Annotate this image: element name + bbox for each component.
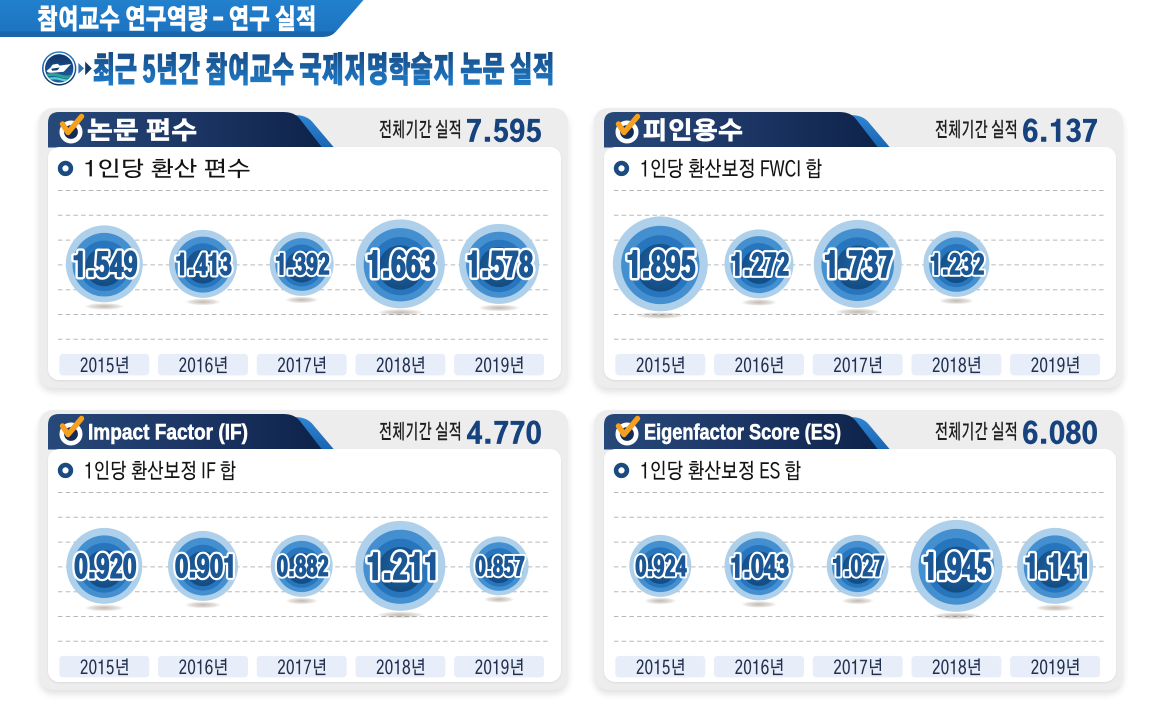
svg-text:Impact Factor (IF): Impact Factor (IF) xyxy=(88,419,248,444)
svg-text:Eigenfactor Score (ES): Eigenfactor Score (ES) xyxy=(644,419,841,444)
